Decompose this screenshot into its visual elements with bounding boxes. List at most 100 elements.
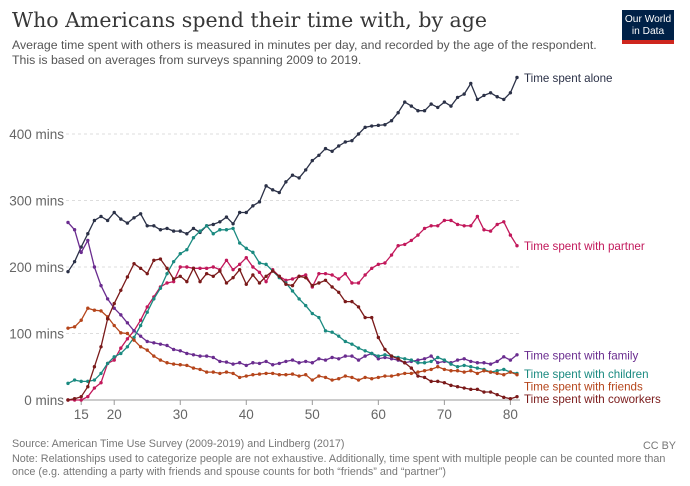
data-point-time-spent-alone <box>125 221 130 225</box>
data-point-time-spent-alone <box>337 144 341 148</box>
data-point-time-spent-with-partner <box>257 270 262 275</box>
data-point-time-spent-with-coworkers <box>508 396 513 401</box>
data-point-time-spent-with-partner <box>198 266 202 271</box>
data-point-time-spent-with-partner <box>337 277 341 281</box>
data-point-time-spent-with-family <box>482 361 486 365</box>
data-point-time-spent-with-partner <box>403 242 407 247</box>
series-label-time-spent-with-friends: Time spent with friends <box>524 381 643 394</box>
data-point-time-spent-with-partner <box>488 229 493 233</box>
data-point-time-spent-alone <box>99 214 103 219</box>
chart-title: Who Americans spend their time with, by … <box>12 8 488 32</box>
data-point-time-spent-with-coworkers <box>79 394 83 399</box>
data-point-time-spent-with-coworkers <box>376 335 381 340</box>
data-point-time-spent-with-family <box>350 354 354 358</box>
data-point-time-spent-with-coworkers <box>350 299 354 304</box>
data-point-time-spent-with-friends <box>389 374 394 378</box>
data-point-time-spent-with-coworkers <box>257 281 262 285</box>
data-point-time-spent-alone <box>376 123 381 128</box>
data-point-time-spent-with-children <box>290 289 295 293</box>
data-point-time-spent-with-coworkers <box>178 274 182 279</box>
data-point-time-spent-with-friends <box>356 378 361 382</box>
data-point-time-spent-with-children <box>376 354 381 358</box>
data-point-time-spent-with-children <box>383 353 387 357</box>
data-point-time-spent-with-coworkers <box>356 305 361 309</box>
owid-logo[interactable]: Our World in Data <box>622 10 674 44</box>
data-point-time-spent-with-family <box>198 354 202 358</box>
data-point-time-spent-with-coworkers <box>409 366 414 370</box>
data-point-time-spent-with-children <box>264 262 268 267</box>
data-point-time-spent-with-coworkers <box>211 274 215 279</box>
data-point-time-spent-with-children <box>469 365 473 369</box>
data-point-time-spent-with-children <box>99 371 103 376</box>
data-point-time-spent-with-coworkers <box>158 257 163 261</box>
license-badge[interactable]: CC BY <box>643 440 676 452</box>
data-point-time-spent-with-children <box>244 246 248 251</box>
data-point-time-spent-with-friends <box>442 367 447 372</box>
data-point-time-spent-with-friends <box>304 373 308 377</box>
data-point-time-spent-alone <box>343 140 348 144</box>
data-point-time-spent-alone <box>224 215 229 219</box>
data-point-time-spent-with-coworkers <box>330 285 334 289</box>
data-point-time-spent-with-children <box>66 381 70 386</box>
data-point-time-spent-with-friends <box>284 373 288 377</box>
data-point-time-spent-with-friends <box>403 371 407 376</box>
data-point-time-spent-with-family <box>515 353 519 357</box>
data-point-time-spent-with-children <box>191 236 196 240</box>
data-point-time-spent-with-children <box>370 351 374 356</box>
data-point-time-spent-alone <box>508 91 513 95</box>
series-label-time-spent-with-partner: Time spent with partner <box>524 240 645 253</box>
data-point-time-spent-with-friends <box>429 367 433 372</box>
data-point-time-spent-with-children <box>79 379 83 384</box>
data-point-time-spent-with-family <box>416 358 420 362</box>
data-point-time-spent-with-friends <box>264 371 268 376</box>
data-point-time-spent-alone <box>482 93 486 98</box>
data-point-time-spent-with-friends <box>211 370 215 374</box>
series-line-time-spent-with-friends <box>67 307 518 381</box>
data-point-time-spent-with-family <box>185 351 189 356</box>
data-point-time-spent-with-partner <box>383 261 387 265</box>
data-point-time-spent-with-coworkers <box>396 357 400 361</box>
data-point-time-spent-with-friends <box>350 375 354 380</box>
data-point-time-spent-with-children <box>363 349 367 353</box>
data-point-time-spent-with-partner <box>264 279 268 284</box>
data-point-time-spent-with-partner <box>429 224 433 228</box>
data-point-time-spent-with-partner <box>455 222 460 227</box>
data-point-time-spent-with-friends <box>290 372 295 376</box>
data-point-time-spent-with-children <box>231 226 235 231</box>
data-point-time-spent-with-partner <box>436 224 440 228</box>
data-point-time-spent-alone <box>323 146 328 151</box>
data-point-time-spent-with-family <box>488 362 493 366</box>
x-tick-label: 15 <box>74 407 89 422</box>
data-point-time-spent-with-coworkers <box>462 386 466 390</box>
data-point-time-spent-with-friends <box>132 338 136 342</box>
data-point-time-spent-with-family <box>138 334 143 338</box>
data-point-time-spent-with-friends <box>343 374 348 378</box>
data-point-time-spent-with-coworkers <box>132 261 136 266</box>
data-point-time-spent-alone <box>218 220 222 224</box>
data-point-time-spent-with-children <box>158 286 163 290</box>
data-point-time-spent-with-children <box>455 365 460 369</box>
series-line-time-spent-with-family <box>67 221 518 367</box>
data-point-time-spent-with-friends <box>363 375 367 380</box>
data-point-time-spent-with-friends <box>119 331 123 335</box>
data-point-time-spent-with-family <box>284 359 288 364</box>
data-point-time-spent-alone <box>66 269 70 274</box>
data-point-time-spent-alone <box>158 228 163 232</box>
data-point-time-spent-with-friends <box>138 345 143 349</box>
data-point-time-spent-with-coworkers <box>502 395 506 400</box>
source-note: Source: American Time Use Survey (2009-2… <box>12 438 345 450</box>
data-point-time-spent-with-coworkers <box>99 345 103 349</box>
data-point-time-spent-with-family <box>211 355 215 360</box>
data-point-time-spent-with-children <box>125 345 130 349</box>
data-point-time-spent-with-partner <box>317 271 321 276</box>
data-point-time-spent-with-family <box>383 355 387 360</box>
data-point-time-spent-with-partner <box>416 233 420 237</box>
data-point-time-spent-with-family <box>495 359 499 364</box>
x-tick-label: 20 <box>107 407 122 422</box>
series-label-time-spent-with-children: Time spent with children <box>524 368 649 381</box>
data-point-time-spent-alone <box>105 218 110 223</box>
data-point-time-spent-with-children <box>145 310 149 314</box>
x-tick-label: 70 <box>437 407 452 422</box>
data-point-time-spent-alone <box>138 212 143 216</box>
data-point-time-spent-with-partner <box>231 267 235 272</box>
